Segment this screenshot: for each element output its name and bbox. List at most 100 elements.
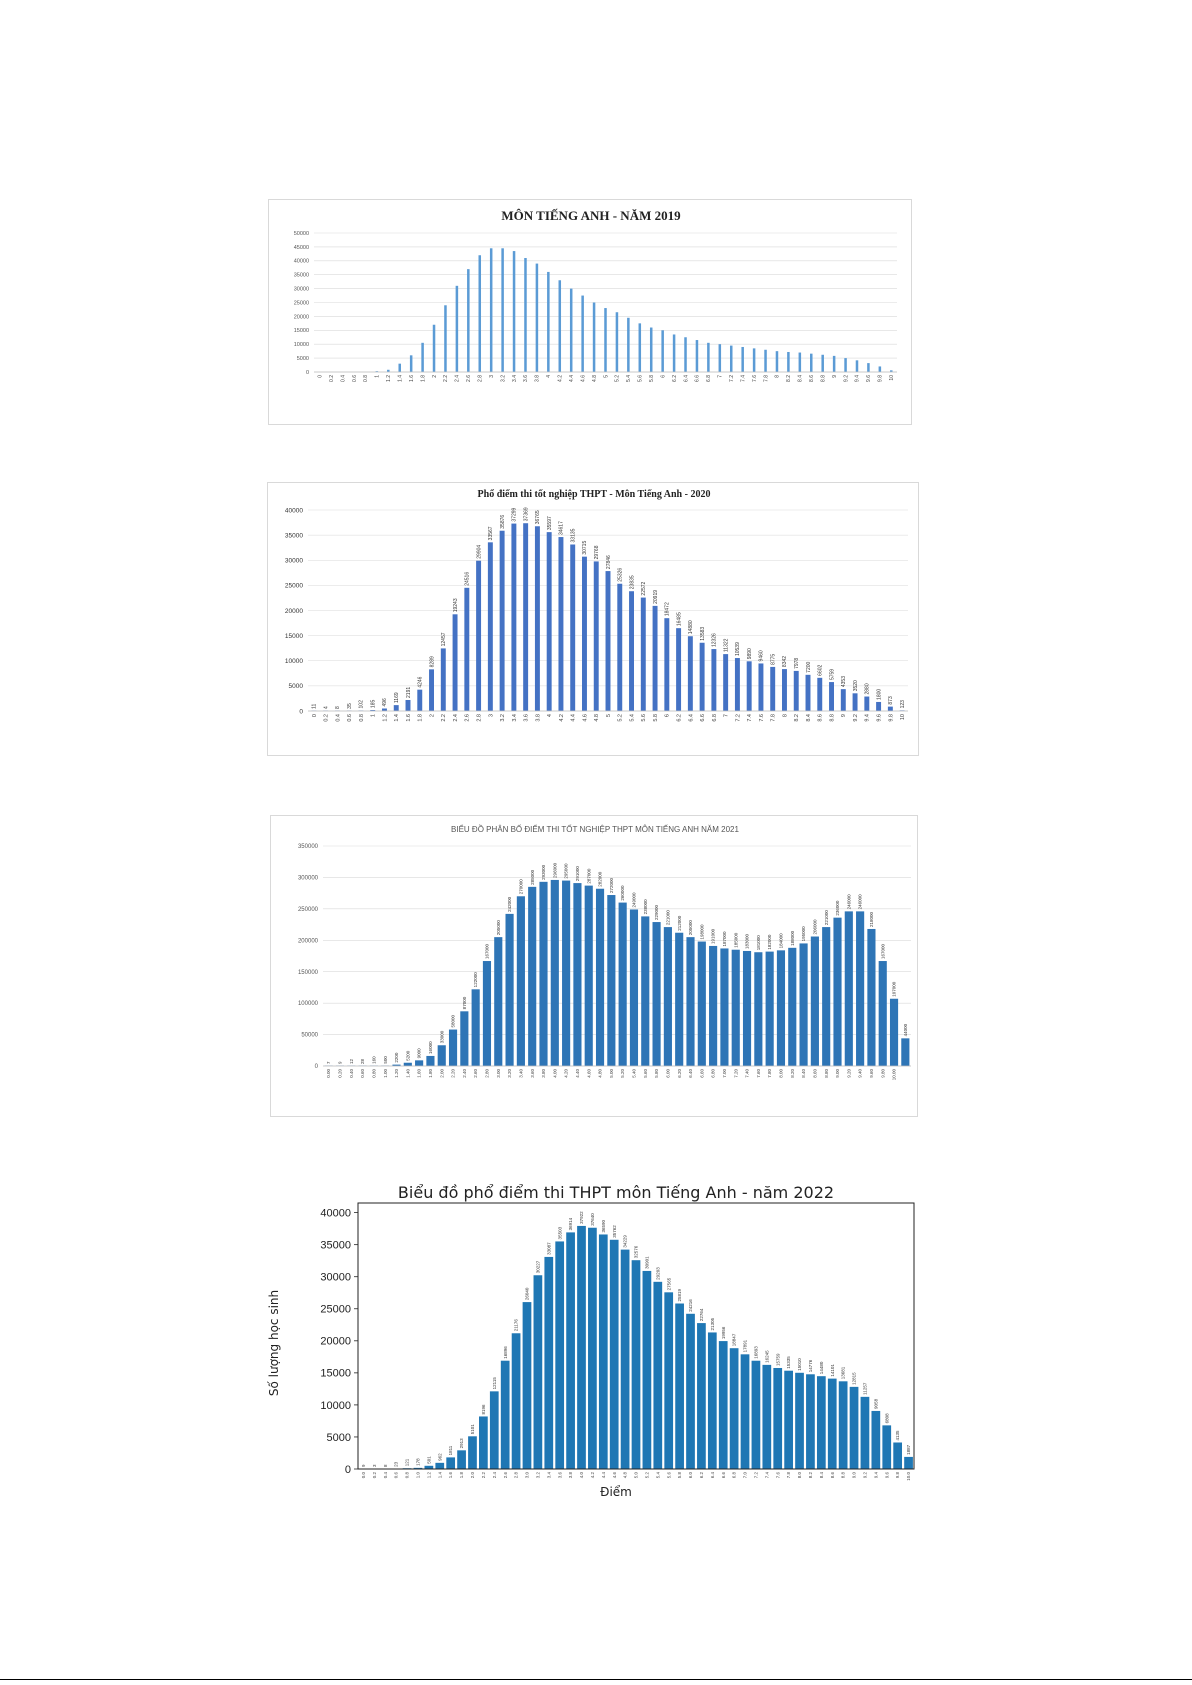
- bar: [511, 523, 517, 711]
- x-tick-label: 9.8: [888, 714, 894, 722]
- x-tick-label: 4.2: [559, 714, 565, 722]
- x-tick-label: 3.0: [525, 1472, 530, 1479]
- x-tick-label: 9: [832, 375, 838, 378]
- bar: [697, 941, 706, 1066]
- bar-value-label: 238000: [643, 899, 648, 915]
- bar-value-label: 191000: [711, 928, 716, 944]
- x-tick-label: 5.60: [643, 1069, 648, 1078]
- x-tick-label: 8: [782, 714, 788, 717]
- bar: [734, 658, 740, 711]
- bar: [860, 1396, 870, 1469]
- x-tick-label: 8.2: [786, 375, 792, 382]
- bar: [516, 896, 525, 1066]
- bar: [642, 1270, 652, 1469]
- x-tick-label: 9.4: [873, 1472, 878, 1479]
- bar-value-label: 20919: [653, 590, 659, 604]
- bar: [664, 618, 670, 711]
- bar: [878, 961, 887, 1066]
- x-tick-label: 5.2: [644, 1472, 649, 1479]
- bar-value-label: 26040: [525, 1287, 530, 1300]
- bar: [878, 366, 882, 372]
- x-tick-label: 10: [900, 714, 906, 720]
- x-tick-label: 1: [371, 714, 377, 717]
- chart-title: Biểu đồ phổ điểm thi THPT môn Tiếng Anh …: [398, 1183, 834, 1202]
- bar: [746, 661, 752, 711]
- bar-value-label: 296000: [552, 862, 557, 878]
- bar-value-label: 12457: [441, 632, 447, 646]
- x-tick-label: 3.6: [523, 375, 529, 382]
- bar: [550, 879, 559, 1066]
- x-tick-label: 0.6: [394, 1472, 399, 1479]
- x-tick-label: 0: [317, 375, 323, 378]
- bar-value-label: 29768: [594, 545, 600, 559]
- x-tick-label: 4.6: [612, 1472, 617, 1479]
- bar-value-label: 36765: [535, 510, 541, 524]
- x-tick-label: 8.4: [798, 375, 804, 382]
- bar: [827, 1378, 837, 1469]
- x-tick-label: 7.2: [753, 1472, 758, 1479]
- bar-value-label: 8196: [481, 1404, 486, 1415]
- x-tick-label: 3.80: [541, 1069, 546, 1078]
- chart-2020-panel: Phổ điểm thi tốt nghiệp THPT - Môn Tiếng…: [267, 482, 919, 756]
- bar: [615, 312, 619, 372]
- x-tick-label: 9.6: [877, 714, 883, 722]
- bar: [684, 337, 687, 372]
- bar: [455, 285, 459, 372]
- bar: [494, 937, 503, 1066]
- y-tick-label: 45000: [294, 245, 309, 251]
- x-tick-label: 3.60: [530, 1069, 535, 1078]
- x-tick-label: 1.6: [409, 375, 415, 382]
- bar-value-label: 1811: [448, 1445, 453, 1455]
- bar: [652, 605, 658, 711]
- bar-value-label: 7: [326, 1061, 331, 1064]
- bar-value-label: 1887: [906, 1444, 911, 1455]
- bar-value-label: 285000: [530, 869, 535, 885]
- x-tick-label: 5.8: [649, 375, 655, 382]
- bar: [731, 949, 740, 1066]
- x-tick-label: 2.4: [455, 375, 461, 382]
- x-tick-label: 5.2: [618, 714, 624, 722]
- bar-value-label: 496: [382, 698, 388, 707]
- x-tick-label: 9.6: [866, 375, 872, 382]
- x-tick-label: 8.8: [820, 375, 826, 382]
- x-tick-label: 2.00: [439, 1069, 444, 1078]
- bar: [822, 927, 831, 1066]
- bar: [904, 1456, 913, 1469]
- bar: [382, 708, 387, 711]
- bar: [582, 556, 587, 711]
- x-tick-label: 5.8: [677, 1472, 682, 1479]
- bar-value-label: 19956: [721, 1326, 726, 1339]
- bar: [675, 932, 684, 1066]
- x-tick-label: 0.0: [361, 1472, 366, 1479]
- bar-value-label: 183000: [745, 933, 750, 949]
- x-tick-label: 1.8: [420, 375, 426, 382]
- bar-value-label: 24516: [465, 572, 471, 586]
- x-tick-label: 7.2: [735, 714, 741, 722]
- bar: [653, 1281, 663, 1469]
- bar-value-label: 3520: [853, 680, 859, 691]
- bar-value-label: 5200: [405, 1050, 410, 1061]
- bar: [522, 1302, 532, 1469]
- x-tick-label: 1.6: [448, 1472, 453, 1479]
- x-tick-label: 4.4: [571, 714, 577, 722]
- x-tick-label: 4.60: [586, 1069, 591, 1078]
- bar-value-label: 21305: [710, 1317, 715, 1330]
- x-tick-label: 9.0: [852, 1472, 857, 1479]
- y-tick-label: 0: [306, 370, 309, 376]
- x-tick-label: 5.6: [666, 1472, 671, 1479]
- x-tick-label: 4: [546, 375, 552, 378]
- x-tick-label: 1.6: [406, 714, 412, 722]
- x-tick-label: 1.4: [394, 714, 400, 722]
- x-tick-label: 4.6: [580, 375, 586, 382]
- x-tick-label: 2.2: [443, 375, 449, 382]
- chart-title: Phổ điểm thi tốt nghiệp THPT - Môn Tiếng…: [478, 489, 711, 500]
- x-tick-label: 3: [488, 714, 494, 717]
- bar: [528, 886, 537, 1066]
- bar: [711, 649, 717, 711]
- bar: [856, 911, 865, 1066]
- bar-value-label: 187000: [722, 931, 727, 947]
- x-tick-label: 9.00: [835, 1069, 840, 1078]
- bar-value-label: 29904: [476, 545, 482, 559]
- y-tick-label: 5000: [289, 683, 304, 690]
- bar: [640, 597, 646, 711]
